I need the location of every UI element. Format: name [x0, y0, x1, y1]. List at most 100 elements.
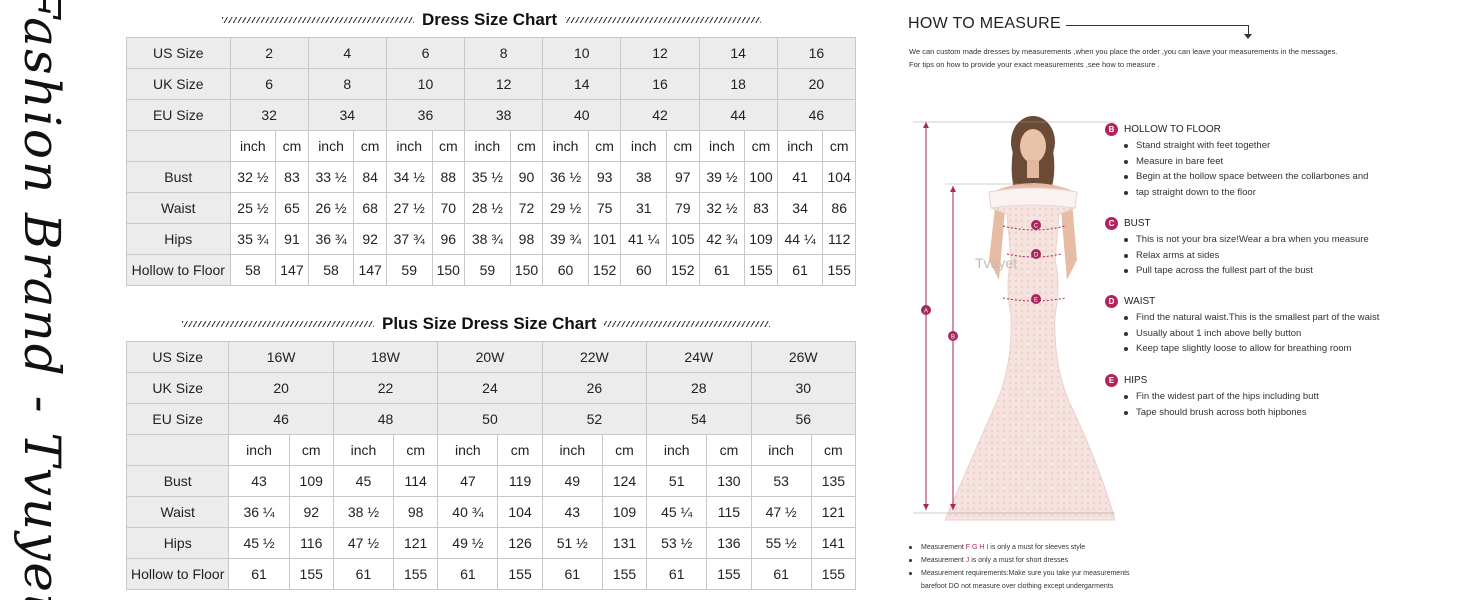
size-cell: 10: [385, 68, 466, 100]
measure-cell: 79: [666, 192, 700, 224]
measure-cell: 35 ¾: [229, 223, 277, 255]
measure-cell: 126: [497, 527, 543, 559]
measure-cell: 121: [393, 527, 439, 559]
measure-cell: 61: [750, 558, 812, 590]
unit-cell: cm: [497, 434, 543, 466]
size-cell: 18W: [332, 341, 439, 373]
size-row: UK Size 6 8 10 12 14 16 18 20: [126, 68, 857, 100]
measure-cell: 27 ½: [385, 192, 433, 224]
measurement-notes: Measurement F G H I is only a must for s…: [907, 541, 1207, 593]
measure-cell: 109: [744, 223, 778, 255]
row-label: US Size: [125, 341, 230, 373]
measure-cell: 92: [353, 223, 387, 255]
measure-cell: 72: [509, 192, 544, 224]
measure-row: Waist 25 ½ 65 26 ½ 68 27 ½ 70 28 ½ 72 29 ½ 75 31 79 3…: [126, 192, 856, 224]
marker-c: C: [1031, 220, 1041, 230]
measure-cell: 115: [706, 496, 752, 528]
measure-cell: 60: [620, 254, 668, 286]
measure-cell: 29 ½: [542, 192, 589, 224]
unit-cell: cm: [431, 130, 466, 162]
measure-cell: 38: [620, 161, 668, 193]
measure-cell: 32 ½: [698, 192, 746, 224]
measure-cell: 31: [620, 192, 668, 224]
svg-text:E: E: [1034, 298, 1038, 304]
measure-cell: 96: [431, 223, 466, 255]
measure-cell: 114: [393, 465, 439, 497]
section-title: HIPS: [1124, 374, 1148, 386]
size-cell: 4: [307, 37, 387, 69]
measure-cell: 109: [288, 465, 334, 497]
measure-cell: 121: [810, 496, 857, 528]
size-cell: 22W: [541, 341, 648, 373]
unit-cell: inch: [646, 434, 708, 466]
measure-cell: 86: [822, 192, 856, 224]
intro-line-2: For tips on how to provide your exact me…: [909, 60, 1160, 69]
size-cell: 14: [698, 37, 778, 69]
measure-cell: 155: [288, 558, 334, 590]
note-requirements-cont: barefoot DO not measure over clothing ex…: [921, 583, 1114, 590]
size-cell: 30: [750, 372, 857, 404]
measure-cell: 34: [776, 192, 824, 224]
measure-row: Hips 45 ½ 116 47 ½ 121 49 ½ 126 51 ½ 131 53 ½ 136 5…: [125, 527, 857, 559]
row-label: US Size: [126, 37, 231, 69]
measure-label: Waist: [126, 192, 231, 224]
badge-e: E: [1105, 373, 1118, 387]
list-item: Keep tape slightly loose to allow for br…: [1105, 341, 1425, 357]
measure-cell: 42 ¾: [698, 223, 746, 255]
list-item: Usually about 1 inch above belly button: [1105, 326, 1425, 342]
measure-cell: 59: [464, 254, 511, 286]
measure-cell: 150: [431, 254, 466, 286]
list-item: Fin the widest part of the hips includin…: [1105, 389, 1425, 405]
measure-cell: 61: [541, 558, 603, 590]
measure-cell: 45 ¼: [646, 496, 708, 528]
unit-cell: inch: [229, 130, 277, 162]
size-cell: 14: [542, 68, 622, 100]
unit-cell: inch: [228, 434, 290, 466]
size-cell: 10: [542, 37, 622, 69]
measure-cell: 83: [275, 161, 309, 193]
measure-cell: 61: [776, 254, 824, 286]
measure-cell: 75: [587, 192, 622, 224]
list-item: Measure in bare feet: [1105, 154, 1425, 170]
svg-text:C: C: [1034, 224, 1039, 230]
measure-cell: 98: [393, 496, 439, 528]
measure-cell: 49 ½: [437, 527, 499, 559]
badge-b: B: [1105, 122, 1118, 136]
measure-cell: 104: [822, 161, 856, 193]
measure-cell: 41: [776, 161, 824, 193]
measure-cell: 130: [706, 465, 752, 497]
plus-chart-title: Plus Size Dress Size Chart: [382, 314, 597, 333]
measure-cell: 25 ½: [229, 192, 277, 224]
unit-cell: cm: [275, 130, 309, 162]
unit-cell: inch: [776, 130, 824, 162]
unit-cell: inch: [750, 434, 812, 466]
measure-cell: 147: [353, 254, 387, 286]
measure-cell: 109: [601, 496, 648, 528]
plus-chart-title-row: Plus Size Dress Size Chart: [182, 314, 771, 334]
size-cell: 40: [542, 99, 622, 131]
unit-cell: cm: [810, 434, 857, 466]
marker-d: D: [1031, 249, 1041, 259]
unit-row: inch cm inch cm inch cm inch cm inch cm inch cm inch…: [126, 130, 856, 162]
measure-cell: 61: [228, 558, 290, 590]
measure-cell: 98: [509, 223, 544, 255]
size-cell: 6: [229, 68, 309, 100]
measure-cell: 49: [541, 465, 603, 497]
measure-label: Hips: [126, 223, 231, 255]
size-cell: 20: [776, 68, 857, 100]
unit-cell: cm: [587, 130, 622, 162]
title-rule-drop: [1248, 25, 1249, 37]
size-cell: 2: [229, 37, 309, 69]
measure-cell: 83: [744, 192, 778, 224]
measure-cell: 116: [288, 527, 334, 559]
size-cell: 8: [307, 68, 387, 100]
unit-cell: inch: [464, 130, 511, 162]
measure-cell: 28 ½: [464, 192, 511, 224]
measure-cell: 147: [275, 254, 309, 286]
size-cell: 54: [646, 403, 752, 435]
measure-cell: 84: [353, 161, 387, 193]
svg-text:A: A: [924, 309, 928, 315]
size-row: US Size 2 4 6 8 10 12 14 16: [126, 37, 857, 69]
measure-row: Bust 32 ½ 83 33 ½ 84 34 ½ 88 35 ½ 90 36 ½ 93 38 97 39…: [126, 161, 856, 193]
marker-e: E: [1031, 294, 1041, 304]
